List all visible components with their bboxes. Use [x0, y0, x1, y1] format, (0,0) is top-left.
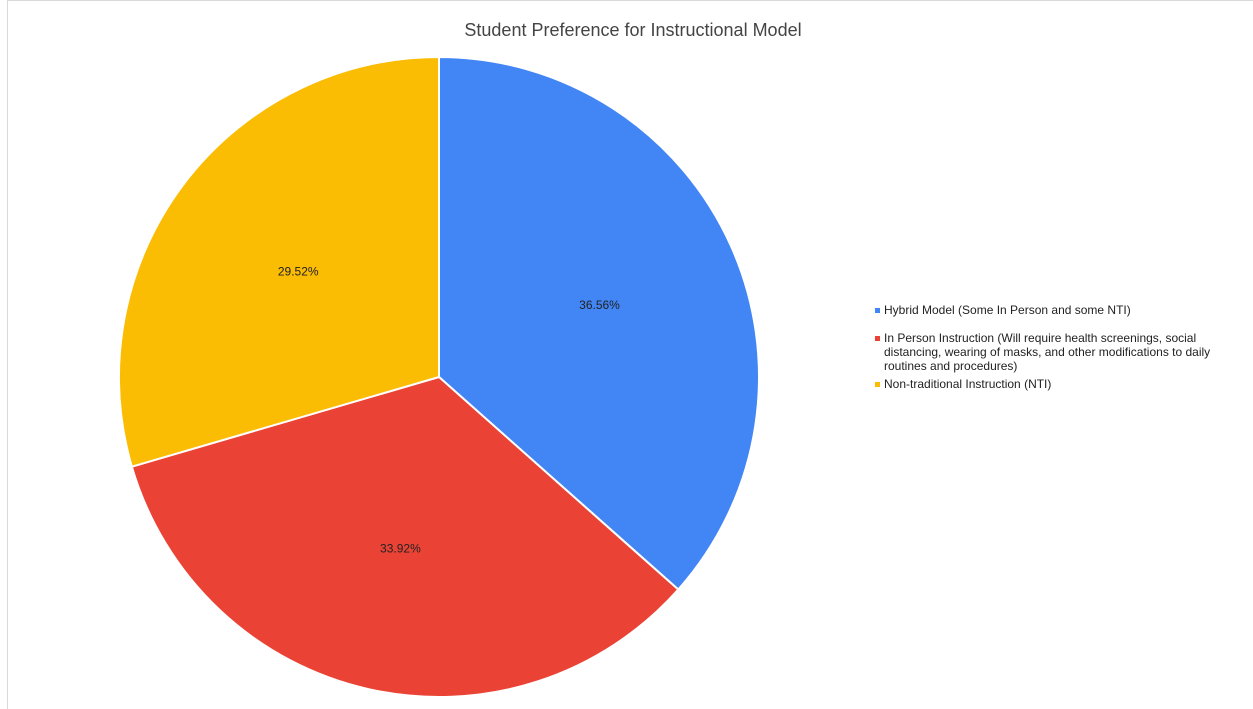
- legend-label-in-person: In Person Instruction (Will require heal…: [884, 331, 1211, 373]
- legend-item-hybrid[interactable]: Hybrid Model (Some In Person and some NT…: [875, 303, 1235, 317]
- legend-label-nti: Non-traditional Instruction (NTI): [884, 377, 1052, 391]
- legend-item-nti[interactable]: Non-traditional Instruction (NTI): [875, 377, 1235, 391]
- legend-label-hybrid: Hybrid Model (Some In Person and some NT…: [884, 303, 1131, 317]
- legend-swatch-nti: [875, 382, 880, 387]
- pie-slice-hybrid[interactable]: [438, 55, 760, 591]
- legend-swatch-hybrid: [875, 308, 880, 313]
- slice-label-in-person: 33.92%: [380, 542, 421, 556]
- pie-slice-nti[interactable]: [118, 55, 440, 468]
- legend: Hybrid Model (Some In Person and some NT…: [875, 303, 1235, 391]
- pie-slice-in-person[interactable]: [130, 375, 680, 698]
- legend-swatch-in-person: [875, 336, 880, 341]
- slice-label-hybrid: 36.56%: [579, 298, 620, 312]
- legend-item-in-person[interactable]: In Person Instruction (Will require heal…: [875, 331, 1235, 373]
- chart-title: Student Preference for Instructional Mod…: [464, 20, 802, 40]
- slice-label-nti: 29.52%: [278, 264, 319, 278]
